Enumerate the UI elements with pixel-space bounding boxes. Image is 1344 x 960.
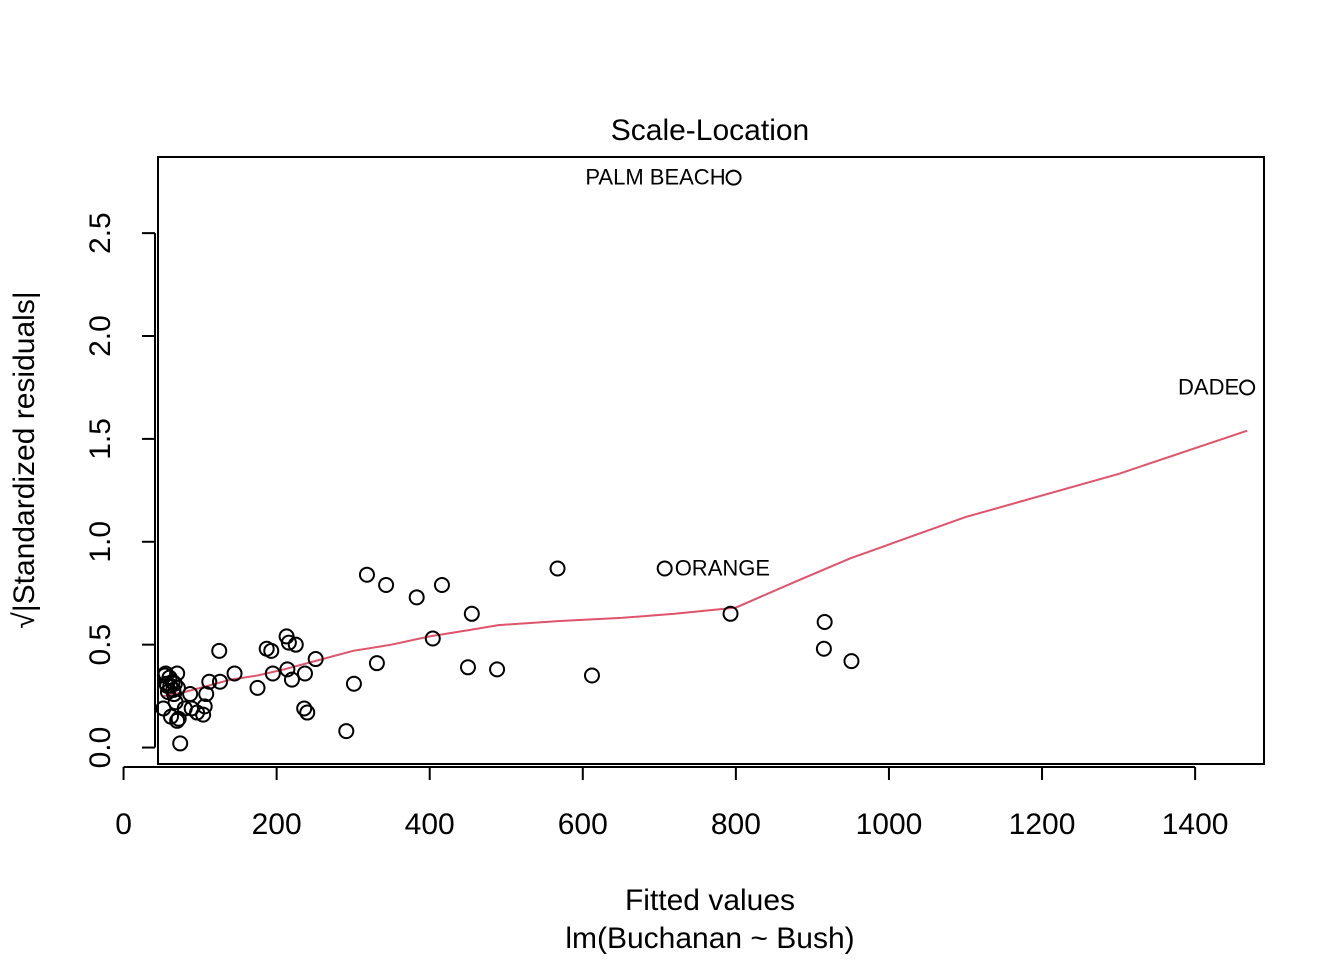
x-tick-label: 0 [115,808,132,841]
y-tick-label: 1.0 [84,521,117,563]
data-point [815,640,832,657]
data-point [155,700,172,717]
points-layer [155,169,1256,752]
y-axis: 0.0 0.5 1.0 1.5 2.0 2.5 [84,212,156,769]
y-tick-label: 0.0 [84,727,117,769]
labels-layer: PALM BEACH DADE ORANGE [585,165,1239,581]
x-axis: 0 200 400 600 800 1000 1200 1400 [115,766,1229,841]
data-point [283,671,300,688]
data-point [172,735,189,752]
chart-title: Scale-Location [611,114,809,147]
data-point [1239,379,1256,396]
y-axis-title: √|Standardized residuals| [8,291,41,628]
data-point [280,634,297,651]
y-tick-label: 0.5 [84,624,117,666]
data-point [368,655,385,672]
x-tick-label: 1000 [856,808,923,841]
data-point [165,681,182,698]
data-point [843,653,860,670]
data-point [358,566,375,583]
y-tick-label: 1.5 [84,418,117,460]
data-point [258,640,275,657]
data-point [424,630,441,647]
data-point [296,700,313,717]
data-point [816,614,833,631]
data-point [156,667,173,684]
x-tick-label: 600 [558,808,608,841]
data-point [463,605,480,622]
data-point [211,673,228,690]
data-point [211,642,228,659]
x-axis-subtitle: lm(Buchanan ~ Bush) [565,922,854,955]
data-point [408,589,425,606]
y-tick-label: 2.0 [84,315,117,357]
data-point [549,560,566,577]
data-point [182,686,199,703]
data-point [198,686,215,703]
data-point [279,661,296,678]
point-label: ORANGE [675,556,770,581]
data-point [299,704,316,721]
data-point [307,651,324,668]
x-tick-label: 400 [405,808,455,841]
data-point [226,665,243,682]
plot-box [157,156,1265,765]
x-tick-label: 200 [252,808,302,841]
data-point [169,665,186,682]
data-point [378,576,395,593]
data-point [287,636,304,653]
data-point [725,169,742,186]
x-tick-label: 1400 [1162,808,1229,841]
data-point [296,665,313,682]
data-point [433,576,450,593]
x-tick-label: 800 [711,808,761,841]
data-point [656,560,673,577]
data-point [345,675,362,692]
y-tick-label: 2.5 [84,212,117,254]
point-label: PALM BEACH [585,165,725,190]
data-point [459,659,476,676]
data-point [583,667,600,684]
data-point [249,679,266,696]
x-axis-title: Fitted values [625,884,795,917]
data-point [722,605,739,622]
data-point [264,665,281,682]
data-point [338,723,355,740]
x-tick-label: 1200 [1009,808,1076,841]
data-point [489,661,506,678]
data-point [167,694,184,711]
point-label: DADE [1178,374,1239,399]
data-point [170,710,187,727]
